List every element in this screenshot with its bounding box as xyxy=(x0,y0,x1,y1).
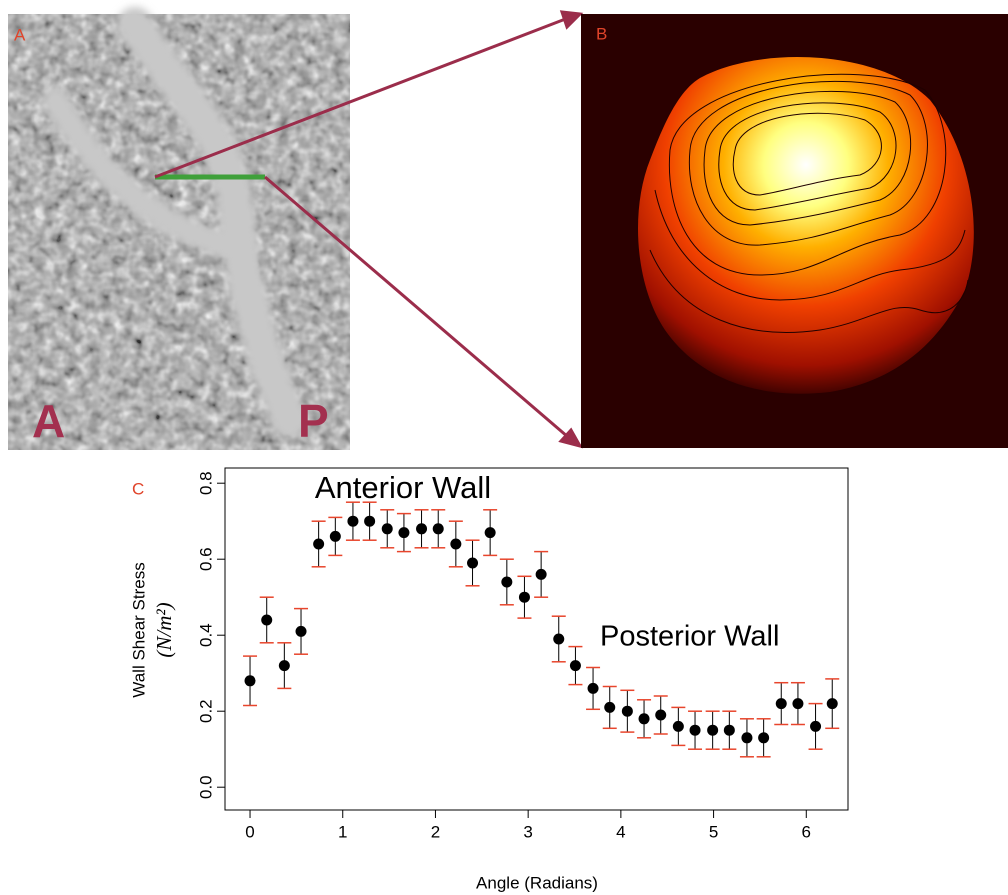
data-point xyxy=(313,539,324,550)
y-tick-label: 0.4 xyxy=(196,623,215,647)
data-point xyxy=(398,527,409,538)
data-point xyxy=(655,710,666,721)
x-tick-label: 1 xyxy=(338,822,347,841)
orientation-marker: P xyxy=(298,395,329,447)
data-point xyxy=(433,523,444,534)
x-axis-label: Angle (Radians) xyxy=(476,873,598,892)
x-tick-label: 0 xyxy=(245,822,254,841)
arrow-head xyxy=(562,12,580,27)
data-point xyxy=(261,615,272,626)
data-point xyxy=(810,721,821,732)
data-point xyxy=(690,725,701,736)
data-point xyxy=(347,516,358,527)
heatmap xyxy=(638,57,974,394)
data-point xyxy=(485,527,496,538)
orientation-marker: A xyxy=(32,395,65,447)
data-point xyxy=(604,702,615,713)
data-point xyxy=(827,698,838,709)
data-point xyxy=(519,592,530,603)
data-point xyxy=(622,706,633,717)
x-tick-label: 5 xyxy=(709,822,718,841)
x-tick-label: 6 xyxy=(802,822,811,841)
y-tick-label: 0.8 xyxy=(196,471,215,495)
data-point xyxy=(707,725,718,736)
y-axis-units: (N/m²) xyxy=(152,602,176,657)
annotation: Posterior Wall xyxy=(600,621,779,653)
data-point xyxy=(364,516,375,527)
data-point xyxy=(758,732,769,743)
data-point xyxy=(279,660,290,671)
data-point xyxy=(570,660,581,671)
data-point xyxy=(501,577,512,588)
data-point xyxy=(416,523,427,534)
panel-b: B xyxy=(581,14,1008,448)
data-point xyxy=(741,732,752,743)
data-point xyxy=(553,634,564,645)
y-tick-label: 0.0 xyxy=(196,775,215,799)
data-point xyxy=(296,626,307,637)
data-point xyxy=(792,698,803,709)
x-tick-label: 4 xyxy=(616,822,625,841)
data-point xyxy=(776,698,787,709)
data-point xyxy=(382,523,393,534)
figure: A A P B C Anterior Wall Posterior Wall A… xyxy=(0,0,1008,895)
y-axis-label: Wall Shear Stress xyxy=(129,562,148,697)
data-point xyxy=(588,683,599,694)
data-point xyxy=(673,721,684,732)
panel-label: C xyxy=(132,479,144,498)
data-point xyxy=(450,539,461,550)
x-tick-label: 3 xyxy=(523,822,532,841)
panel-a: A A P xyxy=(8,14,350,450)
annotation: Anterior Wall xyxy=(315,470,491,505)
data-point xyxy=(330,531,341,542)
data-point xyxy=(536,569,547,580)
data-point xyxy=(639,713,650,724)
y-tick-label: 0.2 xyxy=(196,699,215,723)
x-tick-label: 2 xyxy=(431,822,440,841)
y-tick-label: 0.6 xyxy=(196,547,215,571)
panel-label: B xyxy=(596,24,607,43)
data-point xyxy=(245,675,256,686)
panel-label: A xyxy=(14,25,26,44)
data-point xyxy=(724,725,735,736)
data-point xyxy=(467,558,478,569)
